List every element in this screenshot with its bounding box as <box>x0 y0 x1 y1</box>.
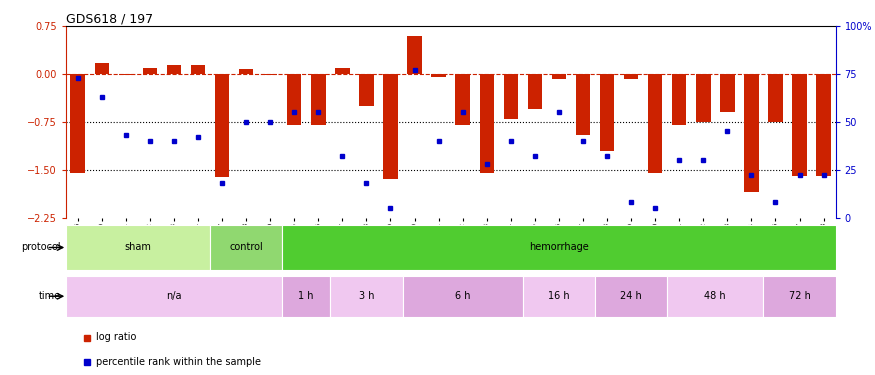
Bar <box>816 74 831 176</box>
Bar <box>528 74 542 109</box>
Bar <box>696 74 710 122</box>
Text: time: time <box>39 291 61 301</box>
Bar <box>167 64 181 74</box>
Bar <box>672 74 687 125</box>
Bar <box>648 74 662 173</box>
Bar <box>523 276 595 317</box>
Bar <box>282 276 331 317</box>
Bar <box>793 74 807 176</box>
Bar <box>66 276 282 317</box>
Text: 24 h: 24 h <box>620 291 642 301</box>
Bar <box>745 74 759 192</box>
Bar <box>552 74 566 79</box>
Bar <box>402 276 523 317</box>
Text: protocol: protocol <box>22 243 61 252</box>
Bar <box>287 74 301 125</box>
Bar <box>408 36 422 74</box>
Text: 72 h: 72 h <box>788 291 810 301</box>
Bar <box>480 74 494 173</box>
Text: hemorrhage: hemorrhage <box>529 243 589 252</box>
Bar <box>312 74 326 125</box>
Bar <box>576 74 591 135</box>
Bar <box>66 225 210 270</box>
Text: sham: sham <box>124 243 151 252</box>
Bar <box>94 63 109 74</box>
Bar <box>210 225 282 270</box>
Text: GDS618 / 197: GDS618 / 197 <box>66 12 153 25</box>
Bar <box>668 276 763 317</box>
Bar <box>383 74 397 179</box>
Bar <box>431 74 446 77</box>
Bar <box>595 276 668 317</box>
Bar <box>763 276 836 317</box>
Text: 1 h: 1 h <box>298 291 314 301</box>
Bar <box>456 74 470 125</box>
Bar <box>600 74 614 150</box>
Bar <box>624 74 639 79</box>
Bar <box>263 74 277 75</box>
Bar <box>504 74 518 118</box>
Bar <box>360 74 374 106</box>
Bar <box>768 74 783 122</box>
Bar <box>282 225 836 270</box>
Bar <box>335 68 350 74</box>
Bar <box>331 276 402 317</box>
Text: 48 h: 48 h <box>704 291 726 301</box>
Bar <box>71 74 85 173</box>
Text: control: control <box>229 243 263 252</box>
Text: percentile rank within the sample: percentile rank within the sample <box>96 357 262 367</box>
Bar <box>191 64 206 74</box>
Bar <box>119 74 133 75</box>
Bar <box>143 68 158 74</box>
Text: log ratio: log ratio <box>96 333 136 342</box>
Text: n/a: n/a <box>166 291 182 301</box>
Bar <box>215 74 229 177</box>
Bar <box>239 69 254 74</box>
Text: 3 h: 3 h <box>359 291 374 301</box>
Text: 16 h: 16 h <box>548 291 570 301</box>
Bar <box>720 74 735 112</box>
Text: 6 h: 6 h <box>455 291 471 301</box>
